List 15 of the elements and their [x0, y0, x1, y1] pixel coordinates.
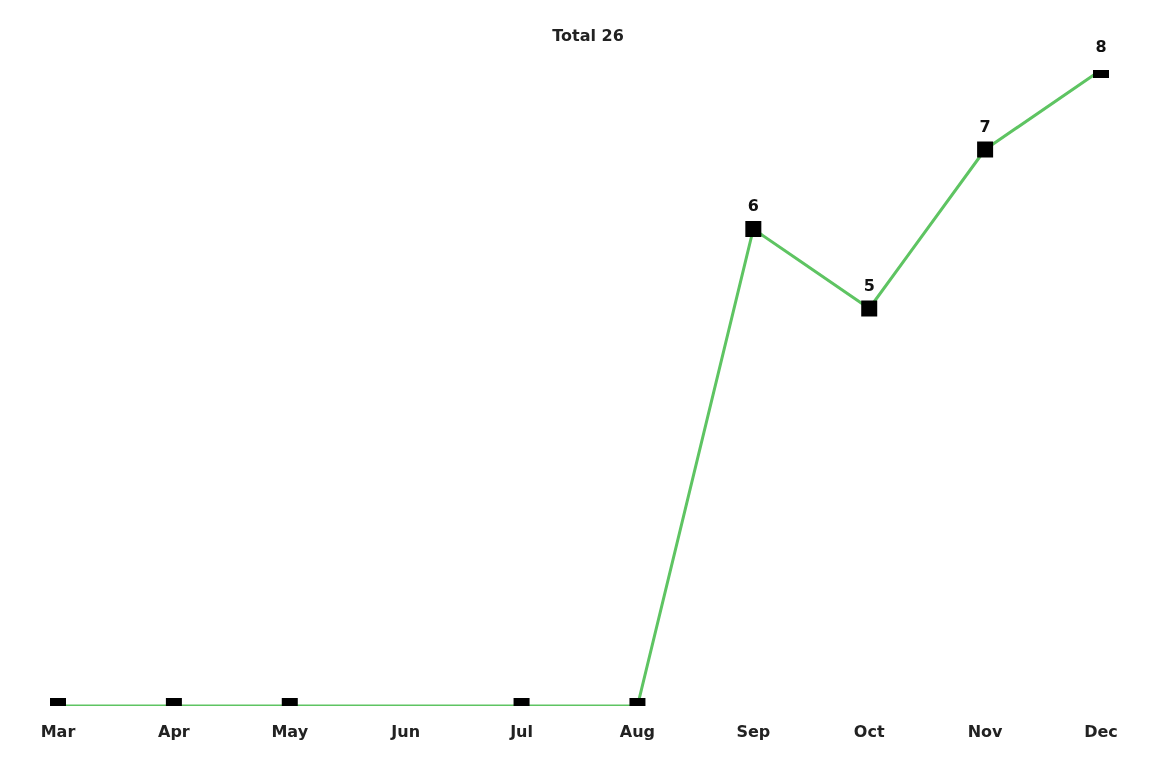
data-label: 5: [863, 275, 875, 295]
x-tick-label: Sep: [736, 722, 771, 742]
x-tick-label: Jun: [390, 722, 421, 742]
text: Total 26: [551, 26, 625, 45]
x-tick-label: May: [271, 722, 309, 742]
x-tick-label: Apr: [158, 722, 190, 742]
x-tick-label: Nov: [967, 722, 1004, 742]
x-tick-label: Jul: [509, 722, 533, 742]
x-tick-label: Aug: [619, 722, 656, 742]
x-tick-label: Oct: [853, 722, 885, 742]
data-label: 8: [1095, 37, 1107, 56]
data-label: 7: [979, 116, 991, 136]
x-tick-label: Dec: [1084, 722, 1118, 742]
data-label: 6: [747, 196, 759, 215]
x-tick-label: Mar: [40, 722, 76, 742]
